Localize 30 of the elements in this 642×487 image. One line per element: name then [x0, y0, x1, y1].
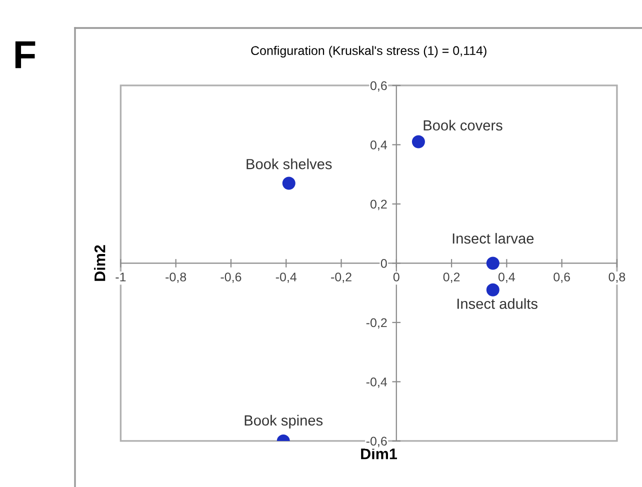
y-axis-title: Dim2 — [94, 245, 106, 281]
x-tick-label: 0,8 — [608, 272, 626, 283]
annotation: Insect larvae — [452, 232, 534, 244]
y-tick-label: 0 — [380, 259, 387, 268]
x-tick-label: 0,2 — [443, 272, 460, 283]
x-tick-label: -0,8 — [166, 272, 186, 283]
text: F — [15, 41, 36, 68]
x-tick-label: -1 — [116, 272, 126, 282]
x-tick-label: 0,4 — [498, 272, 516, 283]
annotation: Book covers — [424, 120, 502, 131]
x-tick-label: -0,4 — [276, 272, 297, 283]
y-tick-label: 0,4 — [370, 140, 388, 151]
y-tick-label: -0,6 — [366, 436, 387, 448]
annotation: Book spines — [244, 414, 323, 428]
y-tick-label: -0,2 — [366, 318, 387, 329]
y-tick-label: 0,2 — [370, 200, 387, 210]
chart-title: Configuration (Kruskal's stress (1) = 0,114) — [251, 46, 486, 58]
x-axis-title: Dim1 — [361, 448, 398, 460]
point — [486, 256, 500, 270]
x-tick-label: 0 — [393, 272, 400, 282]
point — [282, 176, 296, 190]
annotation: Book shelves — [246, 158, 332, 170]
y-tick-label: 0,6 — [370, 81, 387, 92]
annotation: Insect adults — [457, 298, 538, 309]
x-tick-label: -0,2 — [331, 272, 352, 283]
x-tick-label: -0,6 — [220, 272, 242, 283]
point — [486, 283, 500, 296]
y-tick-label: -0,4 — [366, 378, 388, 388]
x-tick-label: 0,6 — [554, 272, 570, 283]
point — [412, 135, 425, 148]
